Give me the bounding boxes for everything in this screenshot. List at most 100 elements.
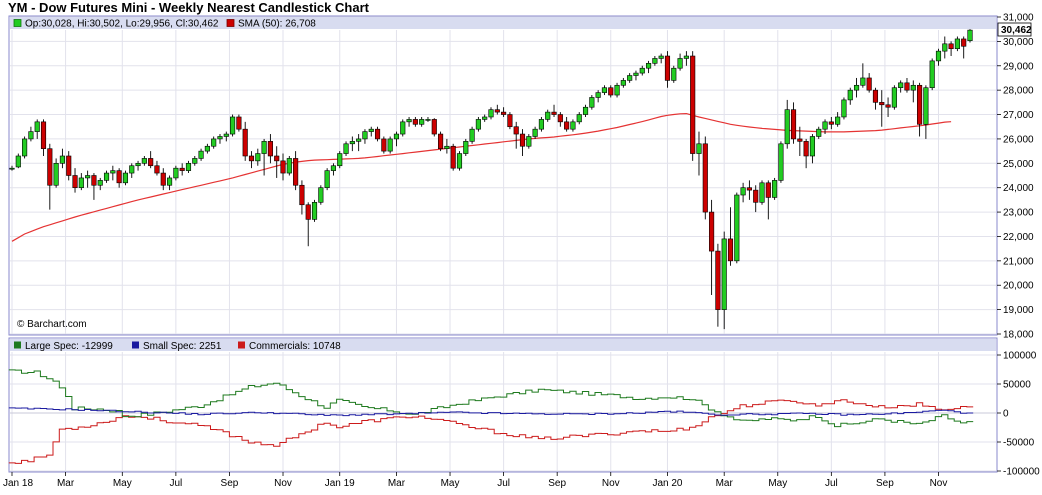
cot-y-tick-label: 0 bbox=[1003, 409, 1009, 420]
candle bbox=[406, 116, 412, 127]
commercials-legend: Commercials: 10748 bbox=[249, 341, 341, 352]
candle-body bbox=[59, 155, 65, 164]
candle-body bbox=[929, 60, 935, 89]
candle bbox=[66, 151, 72, 181]
candle-body bbox=[368, 128, 374, 132]
candle-body bbox=[582, 106, 589, 115]
cot-panel bbox=[8, 337, 998, 473]
candle bbox=[765, 180, 771, 220]
candle-body bbox=[614, 84, 620, 96]
candle-body bbox=[362, 131, 368, 140]
candle-body bbox=[248, 155, 255, 162]
candle bbox=[362, 129, 368, 144]
candle-body bbox=[721, 238, 727, 310]
candle-body bbox=[671, 67, 677, 81]
candle bbox=[456, 151, 463, 171]
candle bbox=[374, 126, 381, 142]
candle bbox=[236, 114, 242, 132]
candle bbox=[198, 148, 204, 161]
x-tick-label: Jan 18 bbox=[3, 478, 33, 489]
candle-body bbox=[267, 141, 273, 157]
candle-body bbox=[664, 55, 671, 81]
candle-body bbox=[545, 111, 551, 120]
candle-body bbox=[463, 141, 469, 154]
candle bbox=[129, 163, 135, 178]
candle-body bbox=[872, 89, 879, 103]
candle bbox=[860, 63, 866, 88]
candle bbox=[797, 126, 803, 156]
candle bbox=[822, 119, 828, 135]
candle bbox=[393, 131, 400, 147]
x-tick-label: Nov bbox=[930, 478, 948, 489]
candle-body bbox=[639, 67, 645, 74]
candle bbox=[299, 180, 305, 215]
candle-body bbox=[835, 116, 841, 125]
candle bbox=[935, 48, 942, 66]
candle bbox=[368, 126, 374, 137]
price-y-tick-label: 31,000 bbox=[1003, 13, 1034, 24]
candle-body bbox=[690, 55, 696, 154]
candle bbox=[784, 99, 790, 149]
candle bbox=[349, 136, 355, 152]
candle bbox=[721, 231, 727, 330]
candle-body bbox=[78, 177, 84, 188]
candle-body bbox=[356, 138, 362, 142]
candle bbox=[400, 119, 406, 137]
candle-body bbox=[103, 172, 110, 181]
candle-body bbox=[185, 163, 192, 171]
candle-body bbox=[324, 170, 330, 188]
candle bbox=[47, 143, 53, 210]
candle bbox=[513, 121, 519, 149]
candle-body bbox=[948, 43, 954, 50]
candle-body bbox=[942, 43, 948, 52]
candle-body bbox=[595, 92, 601, 98]
candle-body bbox=[860, 77, 866, 86]
candle bbox=[620, 77, 626, 88]
candle-body bbox=[387, 138, 393, 152]
candle-body bbox=[393, 133, 400, 140]
candle bbox=[72, 168, 78, 193]
candle-body bbox=[507, 114, 513, 128]
candle-body bbox=[961, 38, 967, 47]
candle-body bbox=[645, 63, 652, 69]
candle-body bbox=[97, 180, 103, 186]
candle bbox=[910, 80, 916, 103]
candle bbox=[538, 116, 544, 132]
candle-body bbox=[475, 119, 481, 130]
candle bbox=[482, 114, 488, 122]
candle-body bbox=[620, 80, 626, 86]
candle-body bbox=[904, 82, 910, 91]
candle bbox=[450, 143, 456, 171]
x-tick-label: May bbox=[441, 478, 460, 489]
candle bbox=[160, 168, 166, 191]
candle bbox=[223, 131, 229, 142]
candle-body bbox=[374, 128, 381, 140]
candle-body bbox=[400, 121, 406, 135]
candle bbox=[343, 141, 349, 156]
candle bbox=[305, 202, 311, 247]
ohlc-legend-swatch bbox=[13, 19, 22, 27]
candle bbox=[671, 65, 677, 83]
candle-body bbox=[198, 150, 204, 159]
candle bbox=[866, 73, 872, 93]
candle-body bbox=[438, 133, 444, 149]
candle bbox=[286, 155, 292, 176]
candle-body bbox=[765, 182, 771, 198]
candle-body bbox=[337, 153, 343, 167]
candle-body bbox=[532, 128, 538, 137]
candle-body bbox=[148, 158, 154, 167]
candle-body bbox=[72, 175, 78, 188]
candle bbox=[702, 136, 708, 220]
candle-body bbox=[935, 50, 942, 62]
candle-body bbox=[242, 128, 248, 157]
candle bbox=[601, 85, 608, 96]
price-y-tick-label: 24,000 bbox=[1003, 183, 1034, 194]
candle-body bbox=[822, 121, 828, 130]
candle bbox=[809, 134, 816, 164]
candle bbox=[633, 70, 639, 81]
candle-body bbox=[677, 58, 683, 69]
candle-body bbox=[53, 163, 59, 186]
candle-body bbox=[513, 126, 519, 135]
candle bbox=[387, 136, 393, 154]
ohlc-legend-text: Op:30,028, Hi:30,502, Lo:29,956, Cl:30,4… bbox=[25, 19, 219, 30]
